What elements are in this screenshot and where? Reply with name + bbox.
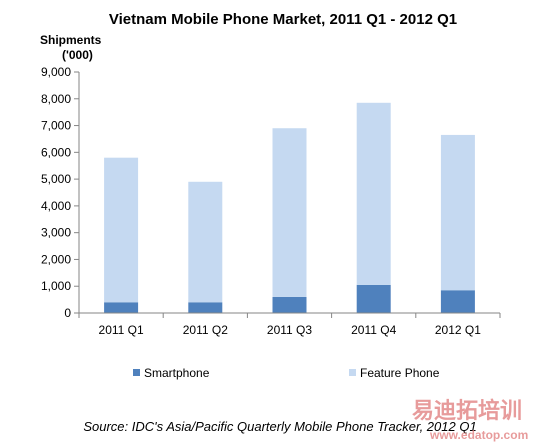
x-tick-label: 2011 Q3 <box>267 323 312 337</box>
y-tick-label: 5,000 <box>41 172 71 186</box>
legend-swatch <box>133 369 140 376</box>
bar-feature-phone <box>440 134 475 291</box>
x-tick-label: 2011 Q1 <box>99 323 144 337</box>
bar-feature-phone <box>188 181 223 303</box>
bar-smartphone <box>272 296 307 313</box>
x-tick-label: 2012 Q1 <box>435 323 481 337</box>
legend-label: Smartphone <box>144 366 210 380</box>
x-tick-label: 2011 Q2 <box>183 323 228 337</box>
bar-feature-phone <box>272 128 307 297</box>
x-axis: 2011 Q1 2011 Q2 2011 Q3 2011 Q4 2012 Q1 <box>78 312 501 337</box>
y-tick-label: 9,000 <box>41 65 71 79</box>
bars <box>104 102 475 313</box>
y-tick-label: 2,000 <box>41 252 71 266</box>
bar-smartphone <box>104 302 139 313</box>
legend: Smartphone Feature Phone <box>133 366 440 380</box>
source-note: Source: IDC's Asia/Pacific Quarterly Mob… <box>83 419 476 434</box>
bar-smartphone <box>188 302 223 313</box>
bar-feature-phone <box>104 157 139 303</box>
legend-label: Feature Phone <box>360 366 440 380</box>
y-axis-unit: ('000) <box>62 48 93 62</box>
bar-smartphone <box>356 284 391 313</box>
y-axis-label: Shipments <box>40 33 102 47</box>
x-tick-label: 2011 Q4 <box>351 323 396 337</box>
y-tick-label: 3,000 <box>41 226 71 240</box>
watermark: 易迪拓培训 www.edatop.com <box>412 398 528 442</box>
legend-swatch <box>349 369 356 376</box>
y-axis: 0 1,000 2,000 3,000 4,000 5,000 6,000 7,000 8,00… <box>41 65 80 320</box>
y-tick-label: 1,000 <box>41 279 71 293</box>
y-tick-label: 4,000 <box>41 199 71 213</box>
watermark-text: 易迪拓培训 <box>412 398 522 423</box>
y-tick-label: 0 <box>64 306 71 320</box>
bar-feature-phone <box>356 102 391 285</box>
chart-title: Vietnam Mobile Phone Market, 2011 Q1 - 2… <box>109 11 457 28</box>
watermark-url: www.edatop.com <box>429 428 528 442</box>
y-tick-label: 8,000 <box>41 92 71 106</box>
y-tick-label: 6,000 <box>41 145 71 159</box>
bar-smartphone <box>440 290 475 313</box>
y-tick-label: 7,000 <box>41 119 71 133</box>
